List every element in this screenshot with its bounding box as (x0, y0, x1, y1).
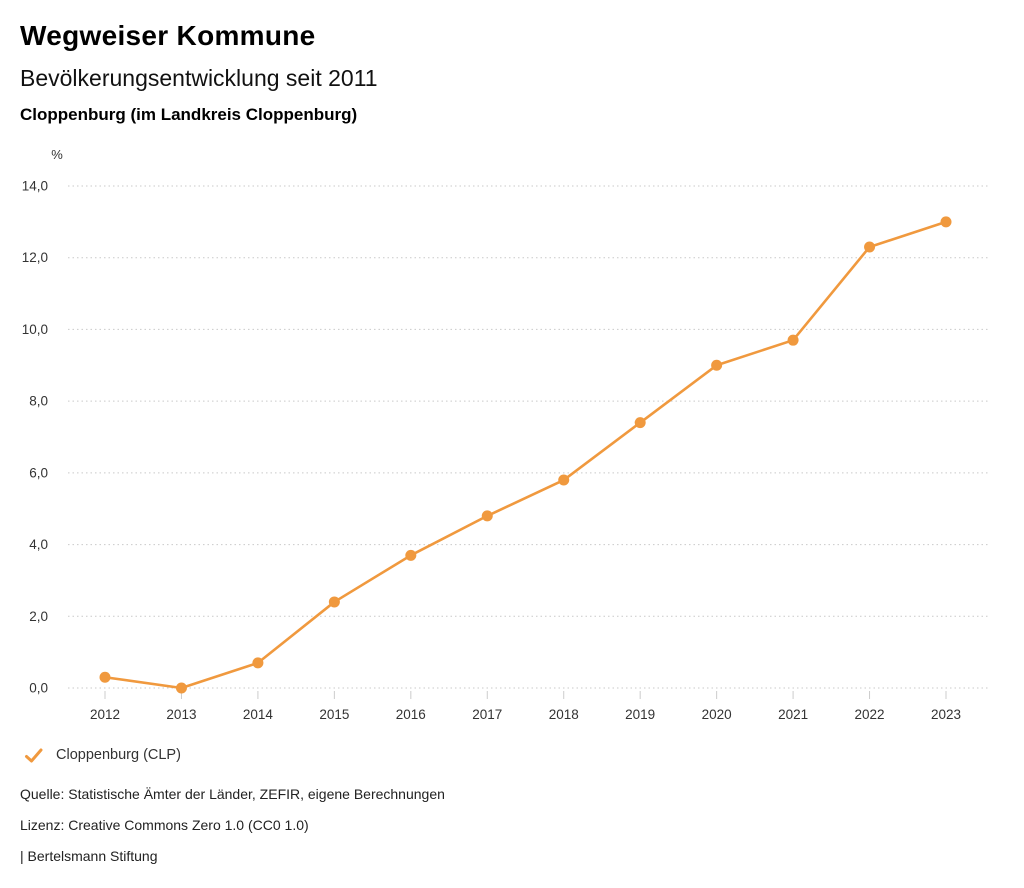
app-title: Wegweiser Kommune (20, 20, 316, 51)
data-point-marker (558, 474, 570, 486)
x-axis-tick-label: 2023 (931, 707, 961, 722)
data-point-marker (711, 359, 723, 371)
y-axis-tick-label: 4,0 (29, 537, 48, 552)
x-axis-tick-label: 2012 (90, 707, 120, 722)
data-point-marker (940, 216, 952, 228)
source-text: Quelle: Statistische Ämter der Länder, Z… (20, 786, 445, 802)
legend: Cloppenburg (CLP) (24, 744, 181, 766)
x-axis-tick-label: 2014 (243, 707, 274, 722)
chart-title: Bevölkerungsentwicklung seit 2011 (20, 65, 378, 91)
data-point-marker (252, 657, 264, 669)
data-point-marker (864, 241, 876, 253)
y-axis-tick-label: 14,0 (22, 179, 48, 194)
attribution-text: | Bertelsmann Stiftung (20, 848, 158, 864)
line-chart: 0,0 2,0 4,0 6,0 8,0 10,0 12,0 14,0% 2012 2013 2014… (22, 147, 989, 722)
data-point-marker (481, 510, 493, 522)
x-axis-tick-label: 2017 (472, 707, 502, 722)
y-axis-tick-label: 12,0 (22, 250, 48, 265)
data-point-marker (405, 549, 417, 561)
x-axis-tick-label: 2022 (855, 707, 885, 722)
y-axis-tick-label: 10,0 (22, 322, 48, 337)
data-point-marker (328, 596, 340, 608)
x-axis-tick-label: 2019 (625, 707, 655, 722)
x-axis-tick-label: 2018 (549, 707, 579, 722)
license-text: Lizenz: Creative Commons Zero 1.0 (CC0 1… (20, 817, 309, 833)
y-axis-tick-label: 8,0 (29, 394, 48, 409)
y-axis-tick-label: 0,0 (29, 681, 48, 696)
data-point-marker (175, 682, 187, 694)
y-axis-tick-label: 6,0 (29, 465, 48, 480)
y-axis-unit-label: % (51, 147, 63, 162)
x-axis-tick-label: 2013 (166, 707, 196, 722)
chart-subtitle-region: Cloppenburg (im Landkreis Cloppenburg) (20, 105, 358, 124)
data-point-marker (99, 671, 111, 683)
check-icon (24, 747, 44, 764)
x-axis-tick-label: 2015 (319, 707, 349, 722)
check-icon-stroke (25, 748, 43, 762)
y-axis-tick-label: 2,0 (29, 609, 48, 624)
data-point-marker (787, 334, 799, 346)
legend-item-cloppenburg[interactable]: Cloppenburg (CLP) (24, 747, 181, 764)
x-axis-tick-label: 2016 (396, 707, 426, 722)
x-axis-tick-label: 2020 (702, 707, 732, 722)
data-point-marker (634, 417, 646, 429)
series-line (103, 220, 948, 690)
legend-item-label: Cloppenburg (CLP) (56, 747, 181, 763)
x-axis-tick-label: 2021 (778, 707, 808, 722)
